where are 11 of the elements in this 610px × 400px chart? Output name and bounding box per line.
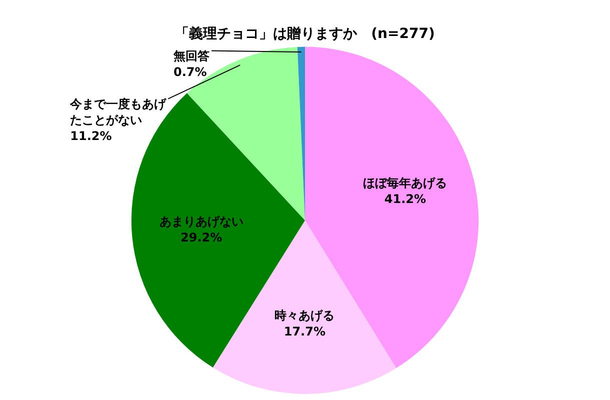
chart-title: 「義理チョコ」は贈りますか (n=277) <box>175 26 435 42</box>
data-label: 0.7% <box>174 64 207 79</box>
slice-label: 時々あげる <box>274 308 335 323</box>
data-label: 29.2% <box>180 230 222 244</box>
slice-label: 無回答 <box>172 48 211 63</box>
slice-label: 今まで一度もあげたことがない <box>69 96 168 127</box>
data-label: 17.7% <box>284 324 326 339</box>
slice-label: あまりあげない <box>159 214 244 228</box>
slice-label: ほぼ毎年あげる <box>363 176 448 190</box>
data-label: 41.2% <box>384 192 426 206</box>
data-label: 11.2% <box>70 128 112 143</box>
